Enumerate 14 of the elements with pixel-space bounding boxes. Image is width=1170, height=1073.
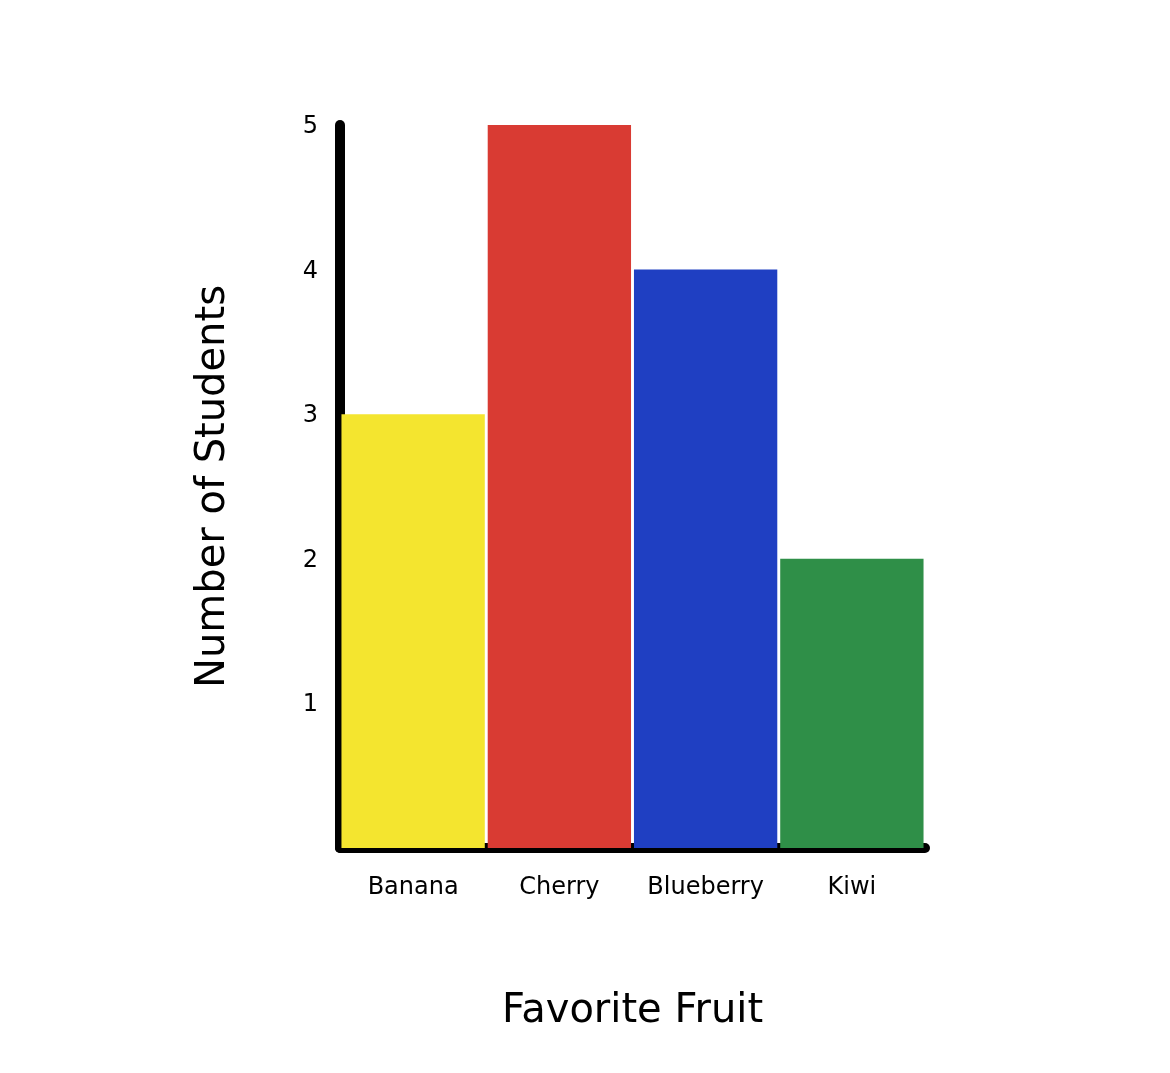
x-tick-label: Banana xyxy=(367,872,459,900)
y-tick-label: 2 xyxy=(302,544,318,573)
bar xyxy=(780,558,924,848)
x-axis-title: Favorite Fruit xyxy=(501,985,764,1031)
y-tick-label: 3 xyxy=(302,400,318,429)
bar xyxy=(487,125,632,848)
y-tick-label: 4 xyxy=(302,255,318,284)
y-tick-label: 5 xyxy=(302,111,318,139)
x-tick-label: Cherry xyxy=(519,872,600,900)
bar xyxy=(633,269,778,848)
x-tick-label: Kiwi xyxy=(827,872,877,900)
y-tick-label: 1 xyxy=(302,689,318,718)
y-axis-title: Number of Students xyxy=(187,285,233,688)
x-tick-label: Blueberry xyxy=(647,872,764,900)
